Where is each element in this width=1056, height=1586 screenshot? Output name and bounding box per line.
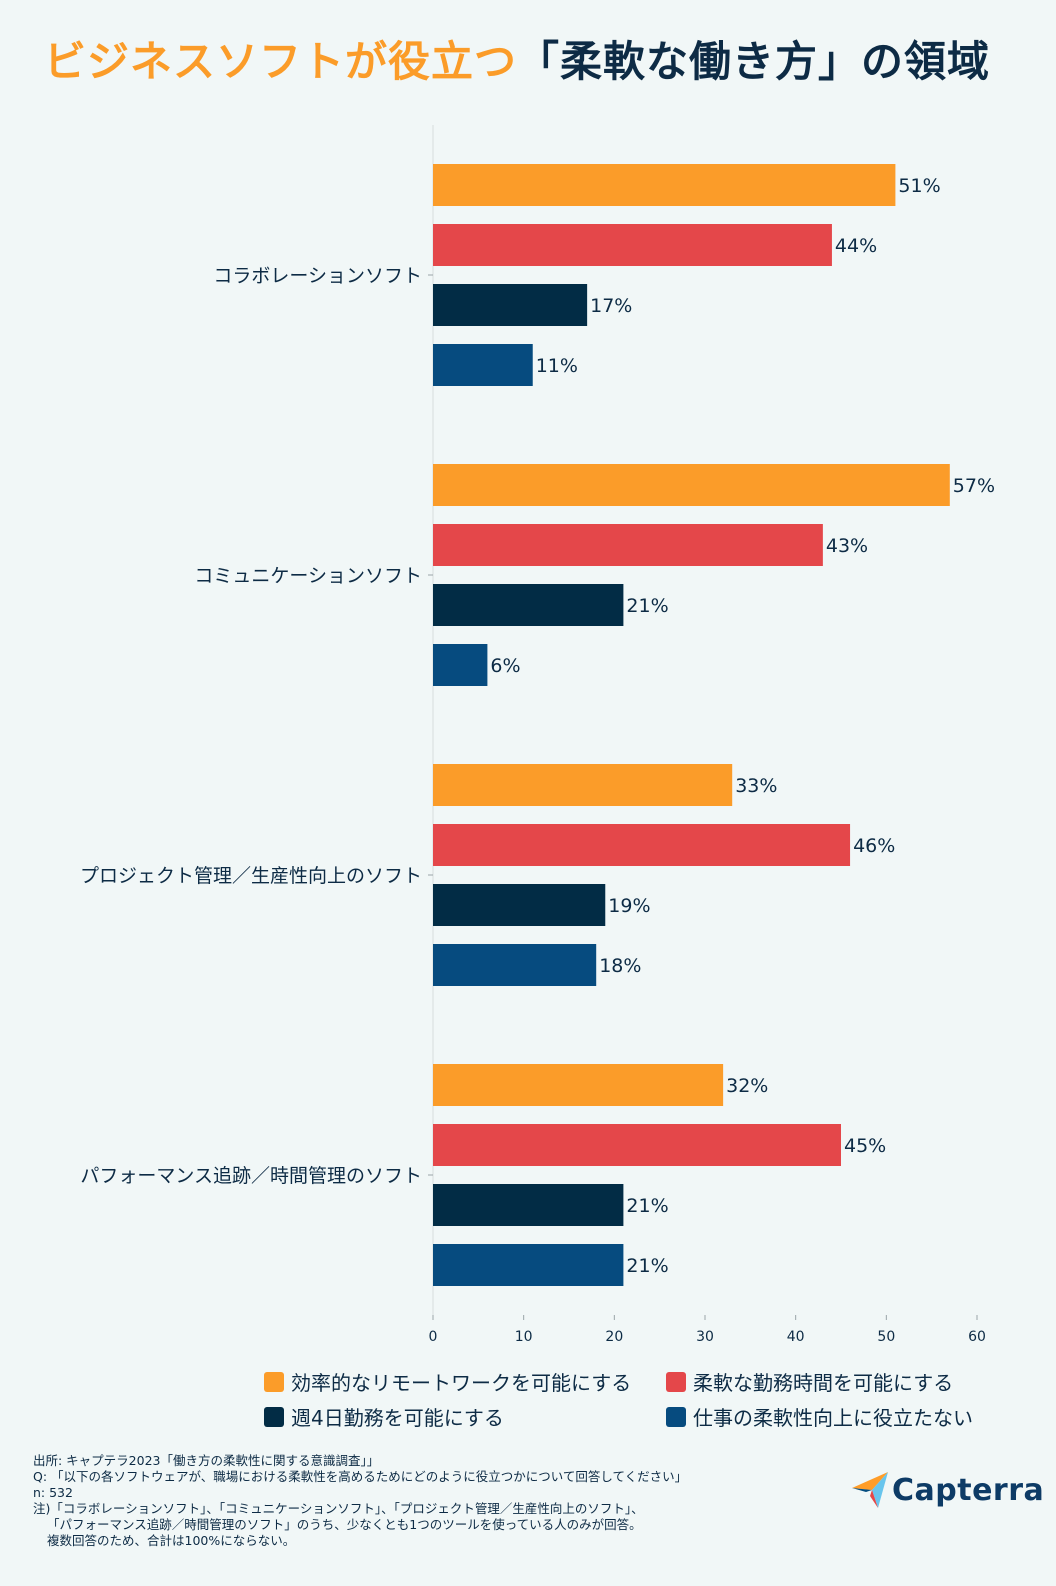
x-tick-label: 20 (605, 1329, 623, 1345)
x-tick-label: 10 (515, 1329, 533, 1345)
footer-note-3: 複数回答のため、合計は100%にならない。 (47, 1533, 296, 1548)
footer-question: Q: 「以下の各ソフトウェアが、職場における柔軟性を高めるためにどのように役立つ… (33, 1469, 688, 1484)
x-tick-label: 30 (696, 1329, 714, 1345)
footer-sample-size: n: 532 (33, 1485, 73, 1500)
bar-value-label: 6% (490, 655, 520, 677)
bar-value-label: 21% (626, 1255, 668, 1277)
bar (433, 1124, 841, 1166)
bar (433, 524, 823, 566)
x-tick-label: 40 (787, 1329, 805, 1345)
bar-value-label: 33% (735, 775, 777, 797)
capterra-arrow-icon (852, 1472, 888, 1508)
bar (433, 1184, 624, 1226)
bar (433, 884, 606, 926)
legend-label-flex-hours: 柔軟な勤務時間を可能にする (693, 1371, 954, 1395)
bar-value-label: 11% (536, 355, 578, 377)
bar-value-label: 18% (599, 955, 641, 977)
bar (433, 164, 896, 206)
bar (433, 464, 950, 506)
bar-value-label: 21% (626, 595, 668, 617)
footer-notes: 出所: キャプテラ2023「働き方の柔軟性に関する意識調査」」 Q: 「以下の各… (33, 1453, 687, 1549)
bar-value-label: 43% (826, 535, 868, 557)
bar-value-label: 17% (590, 295, 632, 317)
bar (433, 344, 533, 386)
bar-value-label: 45% (844, 1135, 886, 1157)
bar-value-label: 51% (898, 175, 940, 197)
category-label: コラボレーションソフト (213, 265, 422, 287)
legend-swatch-navy (264, 1406, 284, 1427)
capterra-wordmark: Capterra (892, 1472, 1045, 1508)
bar-value-label: 19% (608, 895, 650, 917)
bar (433, 824, 851, 866)
legend-item-remote: 効率的なリモートワークを可能にする (264, 1367, 631, 1396)
legend-item-not-helpful: 仕事の柔軟性向上に役立たない (666, 1402, 973, 1431)
bar (433, 1064, 724, 1106)
page-title: ビジネスソフトが役立つ「柔軟な働き方」の領域 (44, 28, 990, 89)
legend-item-4day: 週4日勤務を可能にする (264, 1402, 504, 1431)
legend-swatch-red (666, 1371, 686, 1392)
bar (433, 1244, 624, 1286)
footer-source: 出所: キャプテラ2023「働き方の柔軟性に関する意識調査」」 (33, 1453, 380, 1468)
bar (433, 764, 733, 806)
legend-swatch-orange (264, 1371, 284, 1392)
x-tick-label: 0 (429, 1329, 438, 1345)
bar (433, 284, 588, 326)
bar-chart: コラボレーションソフト 51% 44% 17% 11% コミュニケーションソフト 57% 43… (80, 125, 995, 1345)
legend-label-remote: 効率的なリモートワークを可能にする (291, 1371, 632, 1395)
bar-value-label: 32% (726, 1075, 768, 1097)
legend-swatch-blue (666, 1406, 686, 1427)
bar (433, 584, 624, 626)
bar-value-label: 57% (953, 475, 995, 497)
title-part-orange: ビジネスソフトが役立つ (44, 37, 518, 86)
x-tick-label: 50 (877, 1329, 895, 1345)
legend-label-4day: 週4日勤務を可能にする (291, 1406, 504, 1430)
capterra-logo: Capterra (852, 1472, 1044, 1508)
footer-note-2: 「パフォーマンス追跡／時間管理のソフト」のうち、少なくとも1つのツールを使ってい… (47, 1517, 642, 1532)
title-part-dark: 「柔軟な働き方」の領域 (517, 37, 991, 86)
footer-note-1: 注)「コラボレーションソフト」、「コミュニケーションソフト」、「プロジェクト管理… (33, 1501, 644, 1516)
legend-item-flex-hours: 柔軟な勤務時間を可能にする (666, 1367, 953, 1396)
bar-value-label: 21% (626, 1195, 668, 1217)
bar (433, 944, 597, 986)
category-label: パフォーマンス追跡／時間管理のソフト (80, 1165, 422, 1187)
bar (433, 644, 488, 686)
legend-label-not-helpful: 仕事の柔軟性向上に役立たない (693, 1406, 973, 1430)
bar-value-label: 44% (835, 235, 877, 257)
bar-value-label: 46% (853, 835, 895, 857)
category-label: プロジェクト管理／生産性向上のソフト (80, 865, 422, 887)
category-label: コミュニケーションソフト (194, 565, 422, 587)
bar (433, 224, 832, 266)
x-tick-label: 60 (968, 1329, 986, 1345)
